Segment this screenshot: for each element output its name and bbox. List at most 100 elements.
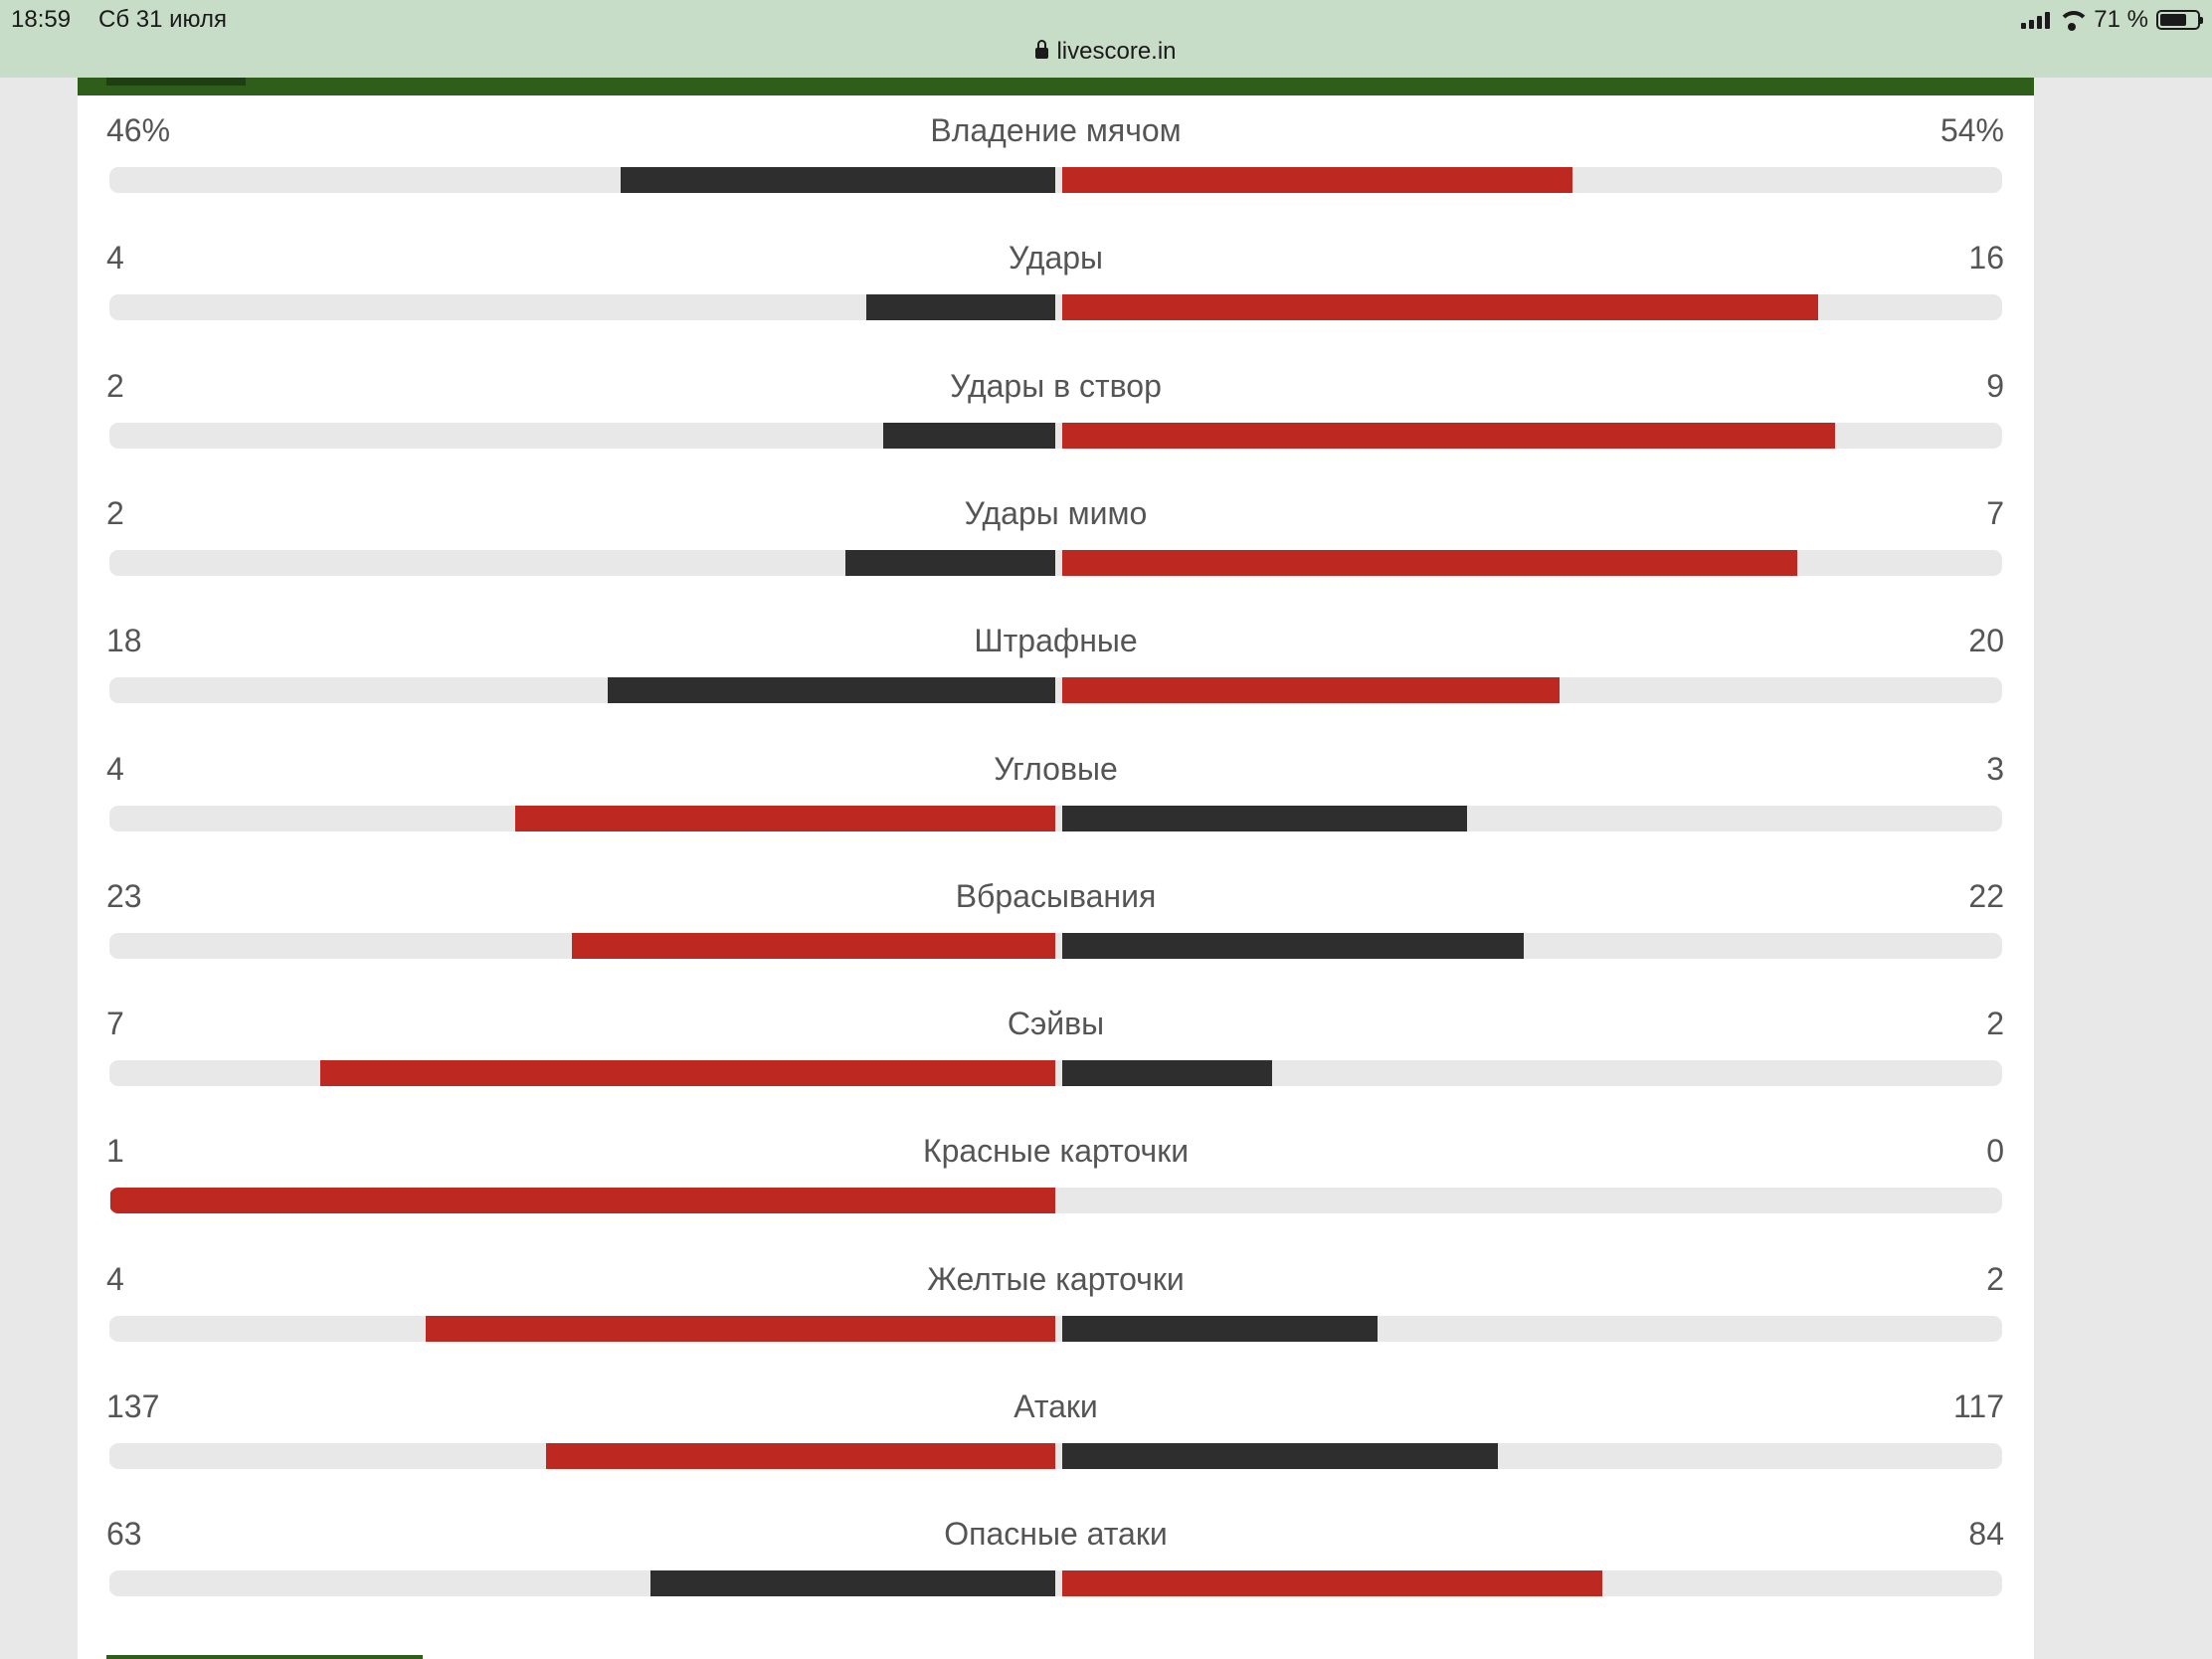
- stat-away-bar: [1062, 1443, 1498, 1469]
- stat-home-bar: [110, 1188, 1055, 1214]
- stat-row: 4 Угловые 3: [78, 734, 2034, 853]
- stat-home-bar: [883, 422, 1055, 449]
- stat-away-value: 117: [1952, 1388, 2004, 1424]
- stat-bar-track: [109, 549, 2002, 576]
- status-indicators: 71 %: [2021, 6, 2203, 34]
- stat-home-value: 63: [106, 1516, 142, 1553]
- stat-away-value: 2: [1986, 1006, 2004, 1042]
- stat-away-bar: [1062, 549, 1797, 576]
- stat-bar-track: [109, 1188, 2002, 1214]
- battery-icon: [2156, 10, 2203, 30]
- stat-away-value: 22: [1968, 877, 2004, 914]
- stat-bar-track: [109, 1570, 2002, 1597]
- stat-home-bar: [545, 1443, 1055, 1469]
- battery-level: [2160, 14, 2186, 26]
- stat-home-value: 46%: [106, 112, 171, 148]
- stat-row: 4 Удары 16: [78, 223, 2034, 342]
- stat-label: Владение мячом: [930, 112, 1182, 148]
- stat-away-value: 54%: [1939, 112, 2004, 148]
- stat-bar-track: [109, 1060, 2002, 1087]
- stat-home-value: 2: [106, 367, 124, 404]
- stat-away-bar: [1062, 294, 1818, 321]
- stat-home-bar: [320, 1060, 1055, 1087]
- stat-home-bar: [649, 1570, 1055, 1597]
- stat-label: Сэйвы: [1007, 1006, 1105, 1042]
- stat-bar-track: [109, 932, 2002, 959]
- header-band: [78, 78, 2034, 95]
- stat-away-bar: [1062, 805, 1468, 831]
- stat-away-bar: [1062, 677, 1560, 704]
- stat-label: Красные карточки: [922, 1133, 1190, 1170]
- status-date: Сб 31 июля: [98, 6, 227, 33]
- stat-label: Штрафные: [974, 623, 1138, 659]
- stat-home-value: 7: [106, 1006, 124, 1042]
- stat-label: Удары мимо: [964, 494, 1148, 531]
- stat-row: 137 Атаки 117: [78, 1372, 2034, 1491]
- stat-home-bar: [572, 932, 1055, 959]
- stat-bar-track: [109, 1315, 2002, 1342]
- stat-away-value: 7: [1986, 494, 2004, 531]
- stat-home-bar: [425, 1315, 1055, 1342]
- stat-row: 23 Вбрасывания 22: [78, 861, 2034, 981]
- stat-row: 2 Удары в створ 9: [78, 351, 2034, 470]
- stat-home-value: 4: [106, 1260, 124, 1297]
- stat-label: Атаки: [1014, 1388, 1098, 1424]
- address-bar-url: livescore.in: [1056, 38, 1177, 65]
- stat-bar-track: [109, 805, 2002, 831]
- stat-home-bar: [866, 294, 1055, 321]
- page-background-left: [0, 0, 78, 1659]
- stat-home-value: 18: [106, 623, 142, 659]
- stat-label: Опасные атаки: [944, 1516, 1168, 1553]
- stat-bar-track: [109, 167, 2002, 193]
- stat-home-value: 4: [106, 240, 124, 276]
- stat-row: 1 Красные карточки 0: [78, 1116, 2034, 1235]
- stat-home-bar: [844, 549, 1055, 576]
- stat-away-value: 16: [1968, 240, 2004, 276]
- status-time: 18:59: [11, 6, 72, 33]
- match-statistics: 46% Владение мячом 54% 4 Удары 16 2 Удары в ств…: [78, 95, 2034, 1659]
- stat-home-bar: [608, 677, 1055, 704]
- stat-row: 4 Желтые карточки 2: [78, 1244, 2034, 1364]
- stat-label: Вбрасывания: [955, 877, 1157, 914]
- stat-away-bar: [1062, 1315, 1378, 1342]
- stat-away-value: 9: [1986, 367, 2004, 404]
- lock-icon: [1035, 40, 1049, 59]
- stat-row: 18 Штрафные 20: [78, 606, 2034, 725]
- browser-status-bar: 18:59 Сб 31 июля livescore.in 71 %: [0, 0, 2212, 78]
- stat-home-bar: [515, 805, 1055, 831]
- stat-away-bar: [1062, 1570, 1602, 1597]
- stat-away-value: 20: [1968, 623, 2004, 659]
- stat-row: 46% Владение мячом 54%: [78, 95, 2034, 215]
- stat-home-value: 2: [106, 494, 124, 531]
- stat-label: Удары в створ: [950, 367, 1162, 404]
- stat-bar-track: [109, 294, 2002, 321]
- stat-home-value: 1: [106, 1133, 124, 1170]
- stat-row: 63 Опасные атаки 84: [78, 1499, 2034, 1618]
- stat-label: Угловые: [994, 750, 1118, 787]
- address-bar[interactable]: livescore.in: [0, 38, 2212, 66]
- stat-away-bar: [1062, 422, 1836, 449]
- stat-home-value: 4: [106, 750, 124, 787]
- stat-away-value: 2: [1986, 1260, 2004, 1297]
- stat-label: Желтые карточки: [927, 1260, 1185, 1297]
- stat-bar-track: [109, 677, 2002, 704]
- stat-away-bar: [1062, 932, 1525, 959]
- stat-away-value: 3: [1986, 750, 2004, 787]
- stat-away-value: 0: [1986, 1133, 2004, 1170]
- wifi-icon: [2058, 9, 2087, 31]
- stat-home-value: 23: [106, 877, 142, 914]
- stat-label: Удары: [1008, 240, 1104, 276]
- page-background-right: [2034, 0, 2212, 1659]
- stat-away-value: 84: [1968, 1516, 2004, 1553]
- stat-home-value: 137: [106, 1388, 160, 1424]
- header-tab-indicator: [106, 78, 246, 86]
- stat-away-bar: [1062, 1060, 1273, 1087]
- battery-percent: 71 %: [2094, 6, 2148, 33]
- stat-row: 7 Сэйвы 2: [78, 989, 2034, 1108]
- stat-bar-track: [109, 1443, 2002, 1469]
- stat-bar-track: [109, 422, 2002, 449]
- section-tab-indicator: [106, 1655, 423, 1659]
- stat-away-bar: [1062, 167, 1572, 193]
- cellular-signal-icon: [2021, 11, 2051, 29]
- stat-home-bar: [621, 167, 1055, 193]
